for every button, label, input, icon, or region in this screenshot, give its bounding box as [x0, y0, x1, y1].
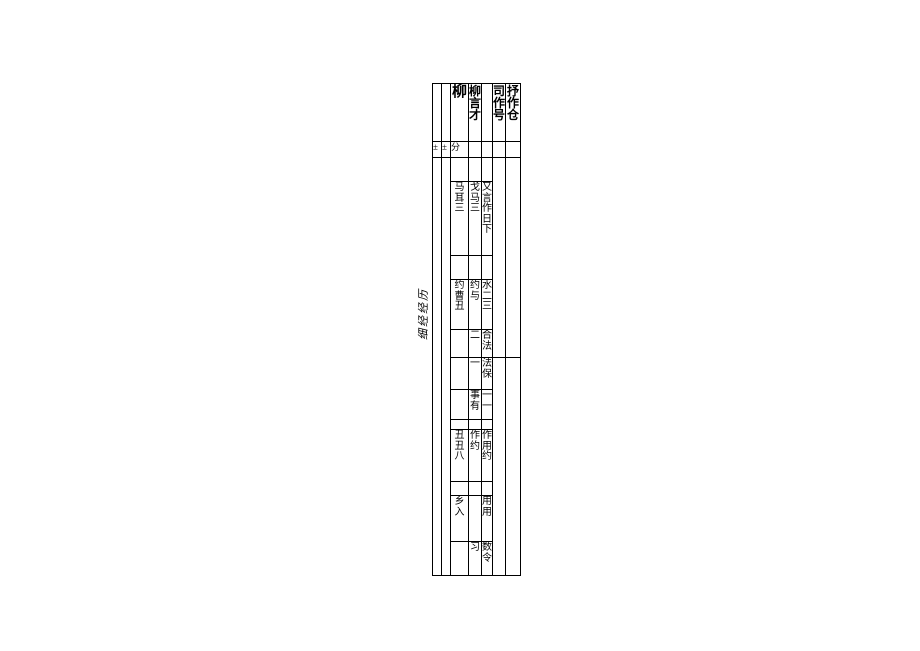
cell-text: 约与 — [470, 281, 480, 302]
cell: 又言作日下 — [482, 182, 493, 256]
cell — [482, 158, 493, 182]
cell: 约曹丑 — [451, 280, 469, 330]
hdr-col-1 — [442, 84, 451, 142]
sub-col-4 — [482, 142, 493, 158]
cell-spacer-5a — [493, 158, 506, 358]
cell: 水二三 — [482, 280, 493, 330]
cell-spacer-5b — [493, 358, 506, 576]
hdr-col-5: 司作号 — [493, 84, 506, 142]
cell: 二 — [469, 330, 482, 358]
cell-text: 乡入 — [455, 497, 465, 518]
cell — [451, 390, 469, 420]
table-subheader-row: ± ± 分 — [433, 142, 521, 158]
cell-spacer-6a — [506, 158, 521, 358]
cell-text: 事有 — [470, 391, 480, 412]
hdr-text-2: 柳 — [452, 85, 467, 100]
cell-text: 法保 — [482, 359, 492, 380]
cell: 一一 — [482, 390, 493, 420]
form-table: 柳 柳言才 司作号 抒作仓 ± ± 分 马耳三 戈马 — [432, 83, 521, 576]
cell — [469, 158, 482, 182]
hdr-text-6: 抒作仓 — [507, 85, 519, 121]
cell-text: 约曹丑 — [455, 281, 465, 313]
cell: 作用约 — [482, 430, 493, 482]
sub-col-1: ± — [442, 142, 451, 158]
cell — [451, 420, 469, 430]
cell-spacer-6b — [506, 358, 521, 576]
cell: 习 — [469, 542, 482, 576]
cell — [482, 256, 493, 280]
cell: 马耳三 — [451, 182, 469, 256]
cell-text: 又言作日下 — [482, 183, 492, 236]
cell: 用用 — [482, 496, 493, 542]
sub-text-2: 分 — [451, 142, 460, 152]
page: 细经经历 柳 柳言才 司作号 抒作仓 ± ± 分 — [0, 0, 920, 651]
hdr-col-0 — [433, 84, 442, 142]
cell — [469, 256, 482, 280]
cell: 一 — [469, 358, 482, 390]
cell — [451, 158, 469, 182]
cell-text: 丑丑八 — [455, 431, 465, 463]
cell — [451, 482, 469, 496]
cell-text: 戈马三 — [470, 183, 480, 215]
cell-text: 水二三 — [482, 281, 492, 313]
sub-col-2: 分 — [451, 142, 469, 158]
cell — [469, 496, 482, 542]
cell-text: 数令 — [482, 543, 492, 564]
cell — [482, 482, 493, 496]
cell: 事有 — [469, 390, 482, 420]
hdr-col-6: 抒作仓 — [506, 84, 521, 142]
sub-col-0: ± — [433, 142, 442, 158]
cell-text: 作约 — [470, 431, 480, 452]
cell-text: 一 — [470, 359, 480, 370]
sub-col-6 — [506, 142, 521, 158]
cell-text: 习 — [470, 543, 480, 554]
side-label: 细经经历 — [415, 288, 431, 340]
cell-text: 一一 — [482, 391, 492, 412]
cell — [451, 256, 469, 280]
cell: 法保 — [482, 358, 493, 390]
sub-col-5 — [493, 142, 506, 158]
cell — [451, 330, 469, 358]
hdr-text-3: 柳言才 — [469, 85, 481, 121]
cell-spacer-0 — [433, 158, 442, 576]
cell — [451, 542, 469, 576]
cell — [469, 482, 482, 496]
cell-spacer-1 — [442, 158, 451, 576]
cell-text: 作用约 — [482, 431, 492, 463]
table-row — [433, 158, 521, 182]
cell: 丑丑八 — [451, 430, 469, 482]
hdr-col-2: 柳 — [451, 84, 469, 142]
cell: 作约 — [469, 430, 482, 482]
cell-text: 用用 — [482, 497, 492, 518]
cell: 约与 — [469, 280, 482, 330]
hdr-col-4 — [482, 84, 493, 142]
sub-text-0: ± — [433, 142, 438, 152]
cell-text: 马耳三 — [455, 183, 465, 215]
cell — [451, 358, 469, 390]
cell-text: 合法 — [482, 331, 492, 352]
cell: 合法 — [482, 330, 493, 358]
sub-text-1: ± — [442, 142, 447, 152]
cell — [469, 420, 482, 430]
sub-col-3 — [469, 142, 482, 158]
cell: 乡入 — [451, 496, 469, 542]
cell — [482, 420, 493, 430]
hdr-col-3: 柳言才 — [469, 84, 482, 142]
cell-text: 二 — [470, 331, 480, 342]
cell: 戈马三 — [469, 182, 482, 256]
table-header-row: 柳 柳言才 司作号 抒作仓 — [433, 84, 521, 142]
cell: 数令 — [482, 542, 493, 576]
hdr-text-5: 司作号 — [493, 85, 505, 121]
